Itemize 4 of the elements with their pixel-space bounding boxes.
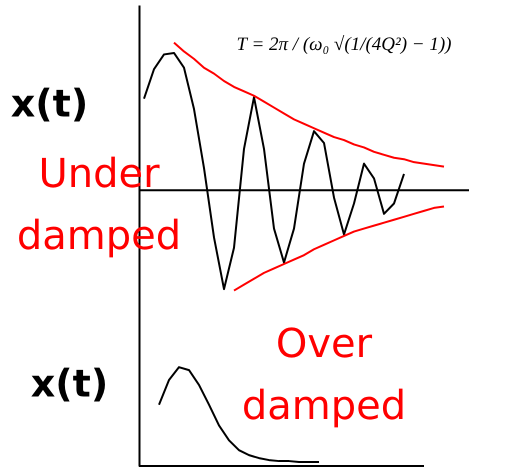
annotation: T = 2π / (ω₀ √(1/(4Q²) − 1)) [236,34,452,55]
annotation: Over damped [242,321,406,429]
y-axis-title: x(t) [30,362,108,406]
y-axis-title: x(t) [10,82,88,126]
